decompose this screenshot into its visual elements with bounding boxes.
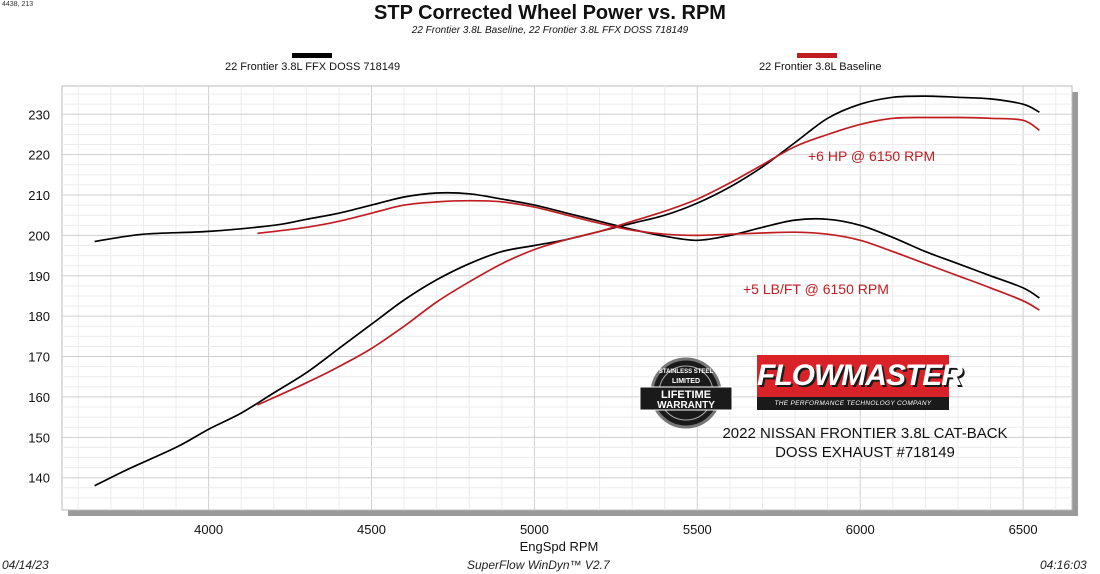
series-lines — [94, 95, 1040, 487]
y-tick-label: 140 — [28, 471, 50, 486]
footer-software: SuperFlow WinDyn™ V2.7 — [467, 558, 610, 572]
chart-subtitle: 22 Frontier 3.8L Baseline, 22 Frontier 3… — [411, 25, 689, 36]
x-tick-label: 6500 — [1009, 522, 1038, 537]
x-tick-label: 4000 — [194, 522, 223, 537]
brand-name: FLOWMASTER — [757, 359, 963, 392]
legend-label-ffx-doss: 22 Frontier 3.8L FFX DOSS 718149 — [225, 61, 401, 73]
axis-ticks: 140 150 160 170 180 190 200 210 220 230 4000 4500 50… — [28, 107, 1037, 537]
flowmaster-logo: FLOWMASTER THE PERFORMANCE TECHNOLOGY CO… — [757, 355, 963, 410]
footer-date: 04/14/23 — [2, 558, 49, 572]
series-line-torque-ffx-doss — [94, 191, 1040, 299]
badge-line-1: LIFETIME — [661, 389, 711, 401]
footer-time: 04:16:03 — [1040, 558, 1087, 572]
legend-swatch-red — [797, 53, 837, 58]
series-line-power-baseline — [257, 116, 1040, 406]
x-axis-label: EngSpd RPM — [520, 539, 599, 554]
badge-mid-text: LIMITED — [672, 378, 700, 385]
y-tick-label: 170 — [28, 350, 50, 365]
corner-coordinates: 4438, 213 — [2, 1, 34, 8]
grid-lines — [62, 86, 1072, 510]
y-tick-label: 210 — [28, 188, 50, 203]
annotation-hp-gain: +6 HP @ 6150 RPM — [808, 148, 935, 164]
y-tick-label: 150 — [28, 430, 50, 445]
product-line-1: 2022 NISSAN FRONTIER 3.8L CAT-BACK — [722, 425, 1008, 442]
legend-swatch-black — [292, 53, 332, 58]
y-tick-label: 190 — [28, 269, 50, 284]
legend-label-baseline: 22 Frontier 3.8L Baseline — [759, 61, 882, 73]
annotation-torque-gain: +5 LB/FT @ 6150 RPM — [743, 281, 889, 297]
badge-top-text: STAINLESS STEEL — [659, 369, 714, 375]
lifetime-warranty-badge: STAINLESS STEEL LIMITED LIFETIME WARRANT… — [638, 356, 734, 435]
badge-line-2: WARRANTY — [657, 400, 715, 411]
product-line-2: DOSS EXHAUST #718149 — [775, 444, 955, 461]
x-tick-label: 5000 — [520, 522, 549, 537]
y-tick-label: 230 — [28, 107, 50, 122]
warranty-seal-icon: STAINLESS STEEL LIMITED LIFETIME WARRANT… — [639, 357, 733, 429]
x-tick-label: 4500 — [357, 522, 386, 537]
y-tick-label: 200 — [28, 228, 50, 243]
brand-tagline: THE PERFORMANCE TECHNOLOGY COMPANY — [757, 397, 949, 410]
series-line-torque-baseline — [257, 199, 1040, 311]
y-tick-label: 160 — [28, 390, 50, 405]
x-tick-label: 5500 — [683, 522, 712, 537]
x-tick-label: 6000 — [846, 522, 875, 537]
y-tick-label: 180 — [28, 309, 50, 324]
chart-title: STP Corrected Wheel Power vs. RPM — [374, 2, 726, 24]
y-tick-label: 220 — [28, 148, 50, 163]
